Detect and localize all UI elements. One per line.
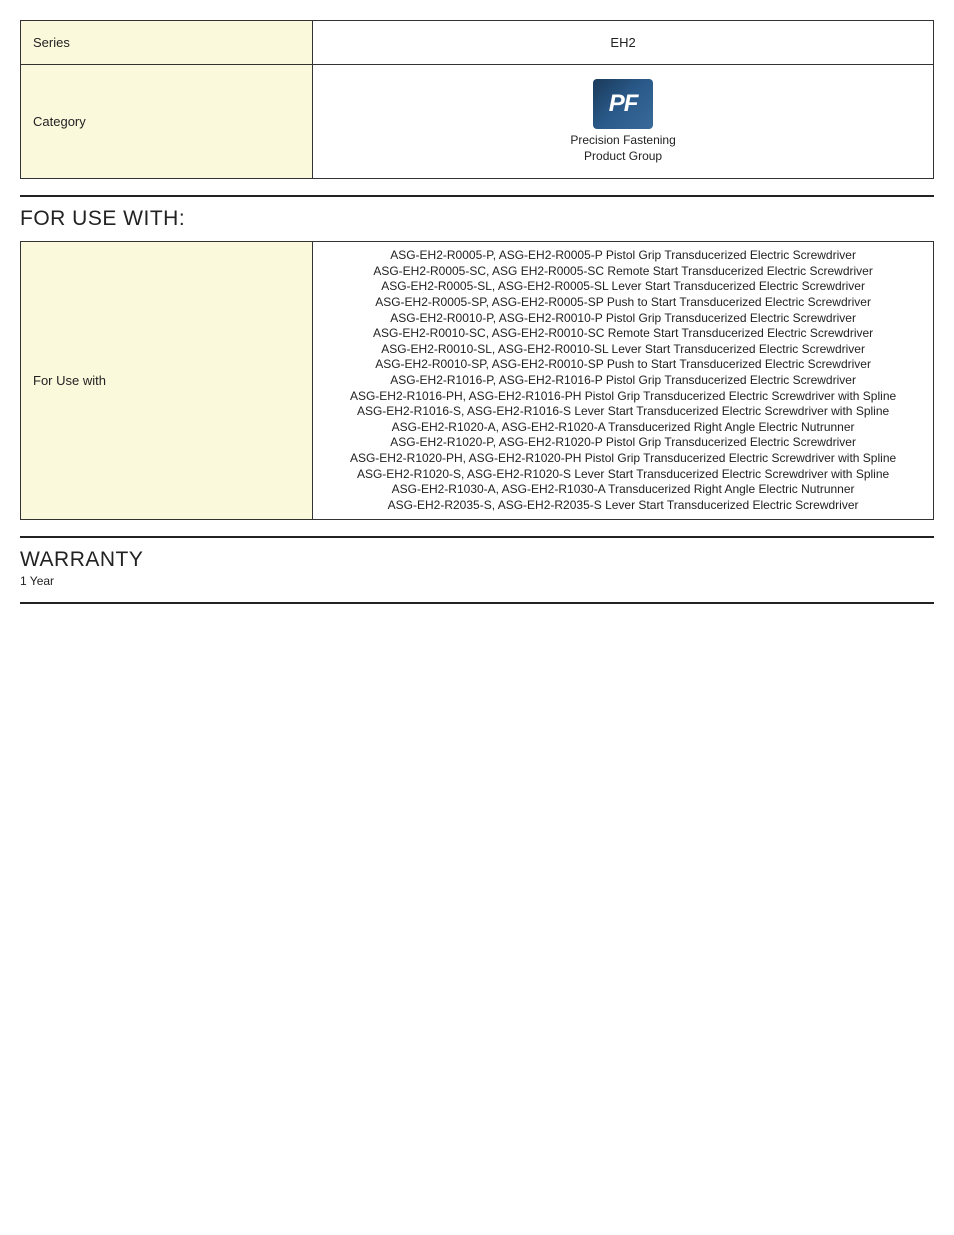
for-use-line: ASG-EH2-R0010-SL, ASG-EH2-R0010-SL Lever… [323,342,923,358]
for-use-line: ASG-EH2-R2035-S, ASG-EH2-R2035-S Lever S… [323,498,923,514]
category-caption: Precision Fastening Product Group [570,133,675,164]
for-use-line: ASG-EH2-R0010-P, ASG-EH2-R0010-P Pistol … [323,311,923,327]
series-label-cell: Series [21,21,313,65]
category-value-cell: PF Precision Fastening Product Group [313,65,934,179]
for-use-heading: FOR USE WITH: [20,207,934,231]
series-label: Series [33,35,70,50]
category-label-cell: Category [21,65,313,179]
for-use-line: ASG-EH2-R0010-SP, ASG-EH2-R0010-SP Push … [323,357,923,373]
category-label: Category [33,114,86,129]
for-use-line: ASG-EH2-R0010-SC, ASG-EH2-R0010-SC Remot… [323,326,923,342]
pf-icon: PF [593,79,653,129]
divider [20,602,934,604]
series-category-table: Series EH2 Category PF Precision Fasteni… [20,20,934,179]
for-use-line: ASG-EH2-R1020-PH, ASG-EH2-R1020-PH Pisto… [323,451,923,467]
for-use-line: ASG-EH2-R0005-SL, ASG-EH2-R0005-SL Lever… [323,279,923,295]
category-caption-line1: Precision Fastening [570,133,675,147]
warranty-heading: WARRANTY [20,548,934,572]
for-use-line: ASG-EH2-R0005-SP, ASG-EH2-R0005-SP Push … [323,295,923,311]
for-use-line: ASG-EH2-R1020-A, ASG-EH2-R1020-A Transdu… [323,420,923,436]
for-use-line: ASG-EH2-R0005-P, ASG-EH2-R0005-P Pistol … [323,248,923,264]
for-use-line: ASG-EH2-R1020-P, ASG-EH2-R1020-P Pistol … [323,435,923,451]
pf-icon-text: PF [609,90,638,118]
for-use-line: ASG-EH2-R1016-PH, ASG-EH2-R1016-PH Pisto… [323,389,923,405]
category-caption-line2: Product Group [584,149,662,163]
series-value: EH2 [610,35,635,50]
warranty-text: 1 Year [20,574,934,588]
for-use-value-cell: ASG-EH2-R0005-P, ASG-EH2-R0005-P Pistol … [313,242,934,520]
for-use-line: ASG-EH2-R0005-SC, ASG EH2-R0005-SC Remot… [323,264,923,280]
series-value-cell: EH2 [313,21,934,65]
for-use-table: For Use with ASG-EH2-R0005-P, ASG-EH2-R0… [20,241,934,520]
warranty-section: WARRANTY 1 Year [20,548,934,588]
for-use-row: For Use with ASG-EH2-R0005-P, ASG-EH2-R0… [21,242,934,520]
for-use-line: ASG-EH2-R1020-S, ASG-EH2-R1020-S Lever S… [323,467,923,483]
for-use-line: ASG-EH2-R1016-S, ASG-EH2-R1016-S Lever S… [323,404,923,420]
for-use-line: ASG-EH2-R1016-P, ASG-EH2-R1016-P Pistol … [323,373,923,389]
divider [20,195,934,197]
category-row: Category PF Precision Fastening Product … [21,65,934,179]
divider [20,536,934,538]
series-row: Series EH2 [21,21,934,65]
for-use-label-cell: For Use with [21,242,313,520]
for-use-section: FOR USE WITH: For Use with ASG-EH2-R0005… [20,207,934,520]
for-use-line: ASG-EH2-R1030-A, ASG-EH2-R1030-A Transdu… [323,482,923,498]
for-use-label: For Use with [33,373,106,388]
category-block: PF Precision Fastening Product Group [325,79,921,164]
